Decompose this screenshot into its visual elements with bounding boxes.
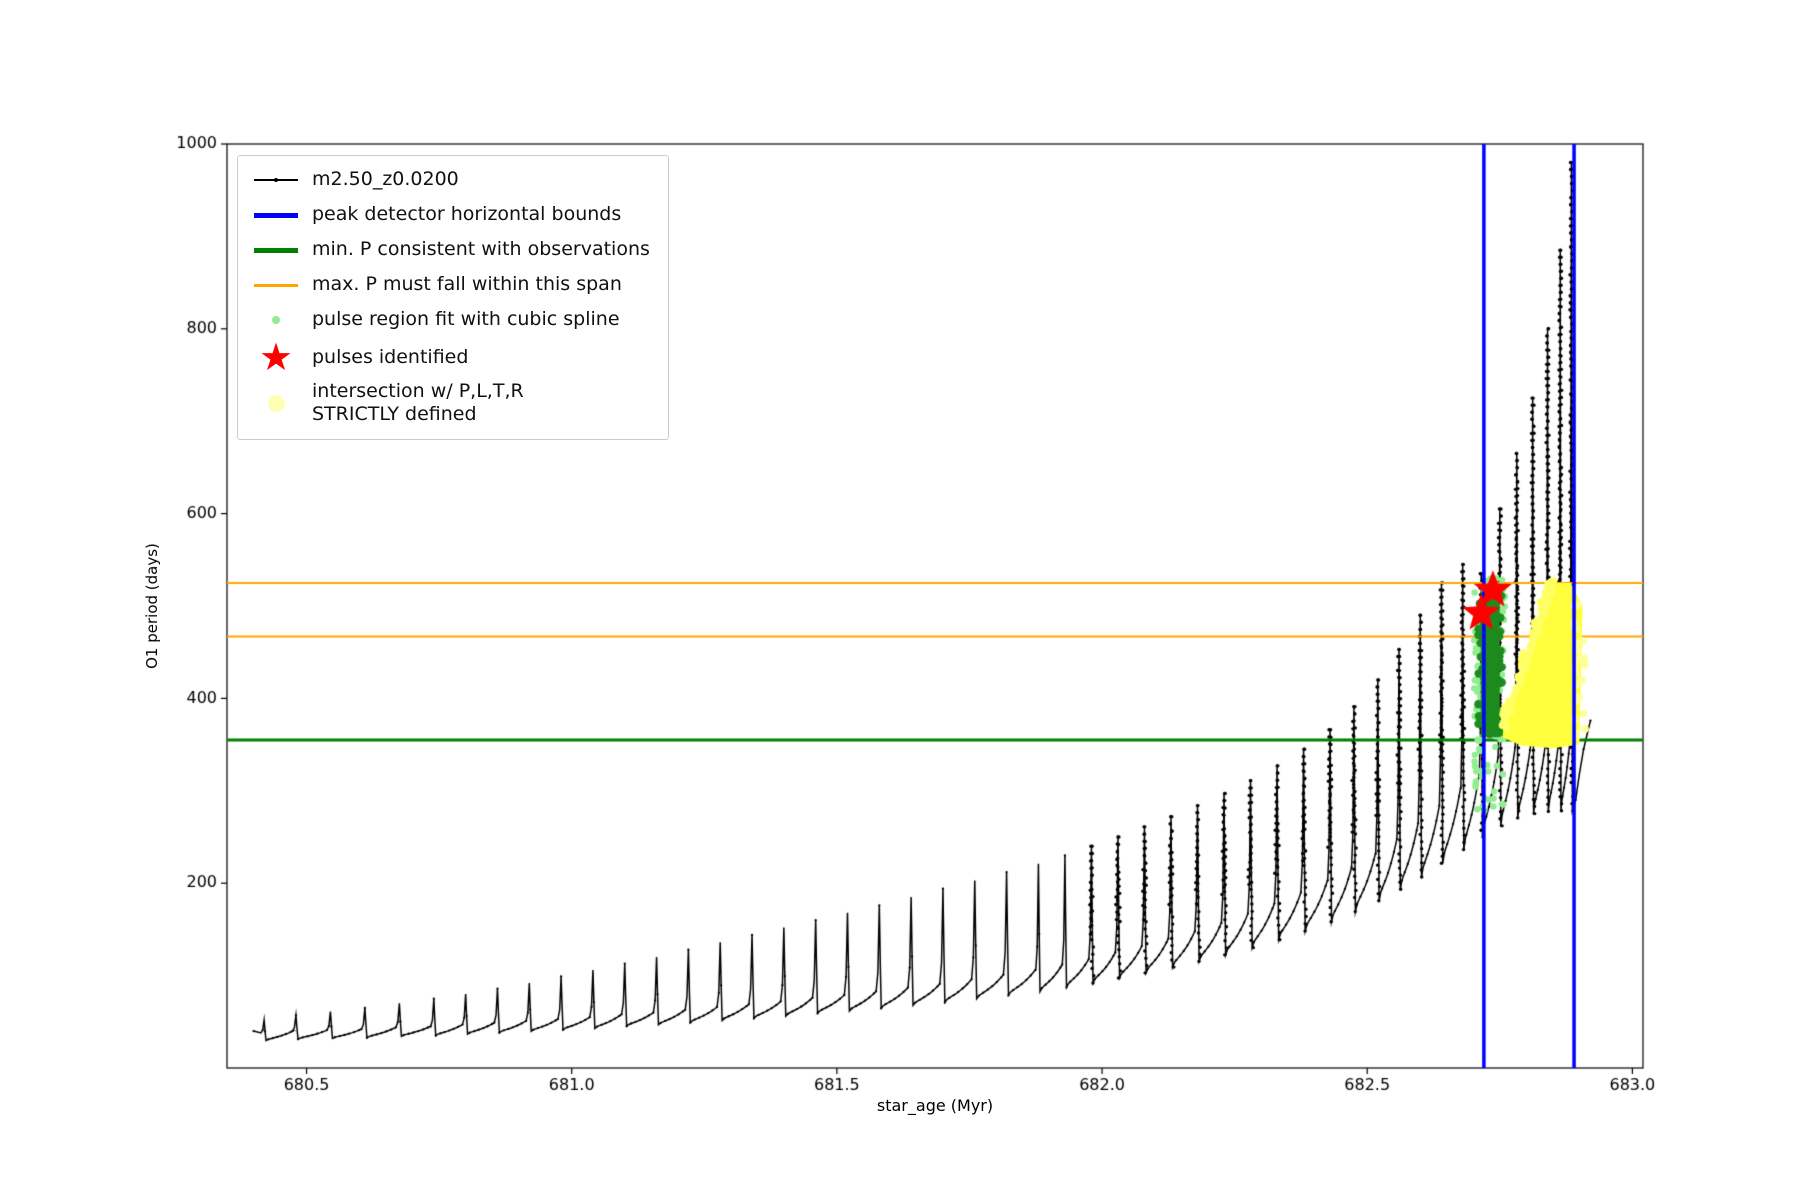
legend-item-peak-bounds: peak detector horizontal bounds xyxy=(248,201,650,229)
line-marker-icon xyxy=(254,178,298,182)
legend: m2.50_z0.0200 peak detector horizontal b… xyxy=(237,155,669,440)
legend-label: max. P must fall within this span xyxy=(312,273,622,296)
y-axis-label: O1 period (days) xyxy=(143,543,161,669)
green-dot-icon xyxy=(272,316,280,324)
legend-item-min-p: min. P consistent with observations xyxy=(248,236,650,264)
legend-label: pulse region fit with cubic spline xyxy=(312,308,620,331)
yellow-dot-icon xyxy=(267,394,285,412)
legend-label: pulses identified xyxy=(312,345,469,368)
legend-item-intersection: intersection w/ P,L,T,R STRICTLY defined xyxy=(248,380,650,426)
x-axis-label: star_age (Myr) xyxy=(876,1096,994,1115)
orange-line-icon xyxy=(254,283,298,287)
legend-item-spline: pulse region fit with cubic spline xyxy=(248,306,650,334)
legend-item-series: m2.50_z0.0200 xyxy=(248,166,650,194)
legend-label: min. P consistent with observations xyxy=(312,238,650,261)
green-line-icon xyxy=(254,247,298,253)
blue-line-icon xyxy=(254,212,298,218)
legend-label: peak detector horizontal bounds xyxy=(312,203,622,226)
legend-item-pulses: pulses identified xyxy=(248,341,650,373)
legend-label: intersection w/ P,L,T,R STRICTLY defined xyxy=(312,380,524,426)
legend-label: m2.50_z0.0200 xyxy=(312,168,459,191)
legend-item-max-p: max. P must fall within this span xyxy=(248,271,650,299)
red-star-icon xyxy=(259,341,293,373)
